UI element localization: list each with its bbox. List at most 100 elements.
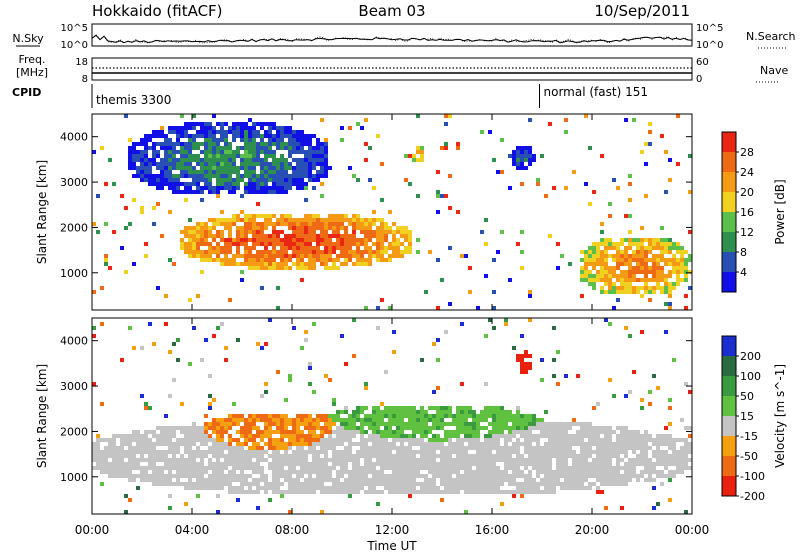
power-cell: [272, 266, 276, 270]
velocity-cell: [532, 466, 536, 470]
power-cell: [512, 154, 516, 158]
velocity-cell: [544, 434, 548, 438]
velocity-cell: [288, 374, 292, 378]
power-cell: [284, 190, 288, 194]
power-cell: [284, 262, 288, 266]
velocity-cell: [616, 450, 620, 454]
power-cell: [208, 258, 212, 262]
power-cell: [292, 234, 296, 238]
power-cell: [412, 158, 416, 162]
velocity-cell: [124, 494, 128, 498]
velocity-cell: [384, 462, 388, 466]
velocity-cell: [516, 462, 520, 466]
velocity-cell: [256, 442, 260, 446]
velocity-cell: [480, 478, 484, 482]
power-cell: [224, 218, 228, 222]
velocity-cell: [560, 430, 564, 434]
power-cell: [256, 266, 260, 270]
velocity-cell: [436, 454, 440, 458]
velocity-cell: [184, 446, 188, 450]
power-cell: [100, 146, 104, 150]
power-cell: [228, 166, 232, 170]
velocity-cell: [320, 462, 324, 466]
power-cell: [248, 162, 252, 166]
velocity-cell: [496, 450, 500, 454]
velocity-cell: [224, 422, 228, 426]
power-cell: [216, 222, 220, 226]
velocity-cell: [432, 406, 436, 410]
velocity-cell: [516, 414, 520, 418]
velocity-cell: [292, 418, 296, 422]
velocity-cell: [368, 454, 372, 458]
velocity-cell: [492, 406, 496, 410]
power-cell: [232, 258, 236, 262]
power-cell: [616, 274, 620, 278]
velocity-cell: [216, 478, 220, 482]
power-cell: [212, 174, 216, 178]
power-cell: [264, 166, 268, 170]
power-cell: [284, 142, 288, 146]
power-cell: [200, 222, 204, 226]
velocity-cell: [440, 446, 444, 450]
power-cell: [352, 250, 356, 254]
power-cell: [612, 306, 616, 310]
velocity-cell: [512, 450, 516, 454]
velocity-cell: [416, 470, 420, 474]
velocity-cell: [196, 438, 200, 442]
velocity-cell: [640, 470, 644, 474]
velocity-cell: [384, 474, 388, 478]
power-cell: [356, 262, 360, 266]
velocity-cell: [224, 478, 228, 482]
beam-label: Beam 03: [358, 2, 425, 20]
velocity-cell: [276, 478, 280, 482]
velocity-cell: [432, 454, 436, 458]
power-cell: [248, 182, 252, 186]
power-cell: [132, 142, 136, 146]
power-cell: [428, 250, 432, 254]
power-cell: [248, 190, 252, 194]
power-cell: [360, 258, 364, 262]
power-cell: [304, 186, 308, 190]
power-cell: [332, 230, 336, 234]
power-cell: [640, 238, 644, 242]
power-cell: [192, 122, 196, 126]
power-cell: [196, 158, 200, 162]
velocity-cell: [216, 494, 220, 498]
velocity-cell: [608, 450, 612, 454]
noise-sky-line: [91, 34, 693, 44]
velocity-cell: [356, 430, 360, 434]
power-cell: [144, 138, 148, 142]
velocity-cell: [452, 458, 456, 462]
velocity-cell: [628, 466, 632, 470]
power-cell: [264, 218, 268, 222]
power-cell: [360, 254, 364, 258]
velocity-cell: [348, 486, 352, 490]
velocity-cell: [272, 450, 276, 454]
velocity-cell: [476, 434, 480, 438]
velocity-cell: [520, 458, 524, 462]
power-cell: [592, 190, 596, 194]
velocity-cell: [480, 454, 484, 458]
velocity-cell: [368, 470, 372, 474]
velocity-cell: [252, 414, 256, 418]
velocity-cell: [560, 434, 564, 438]
power-cell: [212, 250, 216, 254]
power-cell: [240, 178, 244, 182]
velocity-cell: [204, 454, 208, 458]
power-cell: [248, 118, 252, 122]
power-cell: [264, 234, 268, 238]
velocity-cell: [468, 410, 472, 414]
power-cell: [176, 142, 180, 146]
power-cell: [240, 262, 244, 266]
velocity-cell: [112, 438, 116, 442]
velocity-cell: [312, 482, 316, 486]
power-cell: [616, 254, 620, 258]
power-cell: [92, 150, 96, 154]
power-cell: [324, 170, 328, 174]
velocity-cell: [124, 442, 128, 446]
velocity-cell: [608, 474, 612, 478]
power-cell: [512, 150, 516, 154]
velocity-cell: [492, 474, 496, 478]
power-cell: [216, 254, 220, 258]
power-cell: [304, 138, 308, 142]
